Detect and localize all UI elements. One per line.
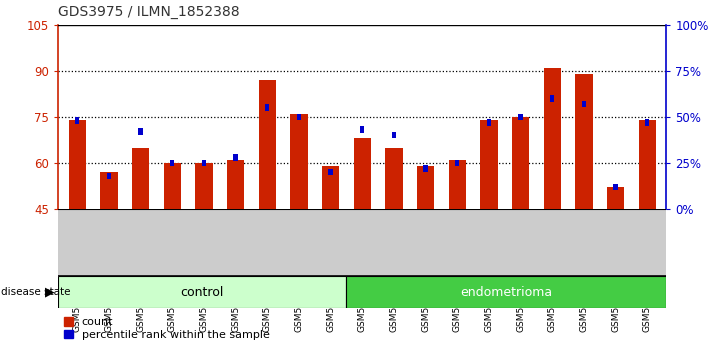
Bar: [328, 169, 333, 175]
Bar: [638, 120, 656, 209]
Bar: [575, 74, 592, 209]
Legend: count, percentile rank within the sample: count, percentile rank within the sample: [64, 317, 269, 340]
Bar: [518, 114, 523, 120]
Bar: [107, 172, 111, 179]
Bar: [58, 276, 346, 308]
Text: ▶: ▶: [45, 286, 55, 298]
Bar: [296, 114, 301, 120]
Bar: [614, 184, 618, 190]
Bar: [449, 160, 466, 209]
Bar: [543, 68, 561, 209]
Bar: [392, 132, 396, 138]
Bar: [196, 163, 213, 209]
Bar: [139, 129, 143, 135]
Bar: [227, 160, 245, 209]
Bar: [75, 117, 80, 124]
Text: disease state: disease state: [1, 287, 71, 297]
Bar: [259, 80, 276, 209]
Bar: [233, 154, 237, 161]
Bar: [645, 119, 649, 126]
Bar: [385, 148, 402, 209]
Text: endometrioma: endometrioma: [460, 286, 552, 298]
Bar: [202, 160, 206, 166]
Bar: [424, 165, 428, 172]
Bar: [480, 120, 498, 209]
Bar: [512, 117, 529, 209]
Bar: [265, 104, 269, 111]
Bar: [290, 114, 308, 209]
Text: GDS3975 / ILMN_1852388: GDS3975 / ILMN_1852388: [58, 5, 240, 19]
Text: control: control: [181, 286, 224, 298]
Bar: [417, 166, 434, 209]
Bar: [455, 160, 459, 166]
Bar: [132, 148, 149, 209]
Bar: [353, 138, 371, 209]
Bar: [170, 160, 174, 166]
Bar: [68, 120, 86, 209]
Bar: [346, 276, 666, 308]
Bar: [550, 95, 555, 102]
Bar: [487, 119, 491, 126]
Bar: [100, 172, 117, 209]
Bar: [582, 101, 586, 107]
Bar: [322, 166, 339, 209]
Bar: [164, 163, 181, 209]
Bar: [607, 187, 624, 209]
Bar: [360, 126, 365, 133]
